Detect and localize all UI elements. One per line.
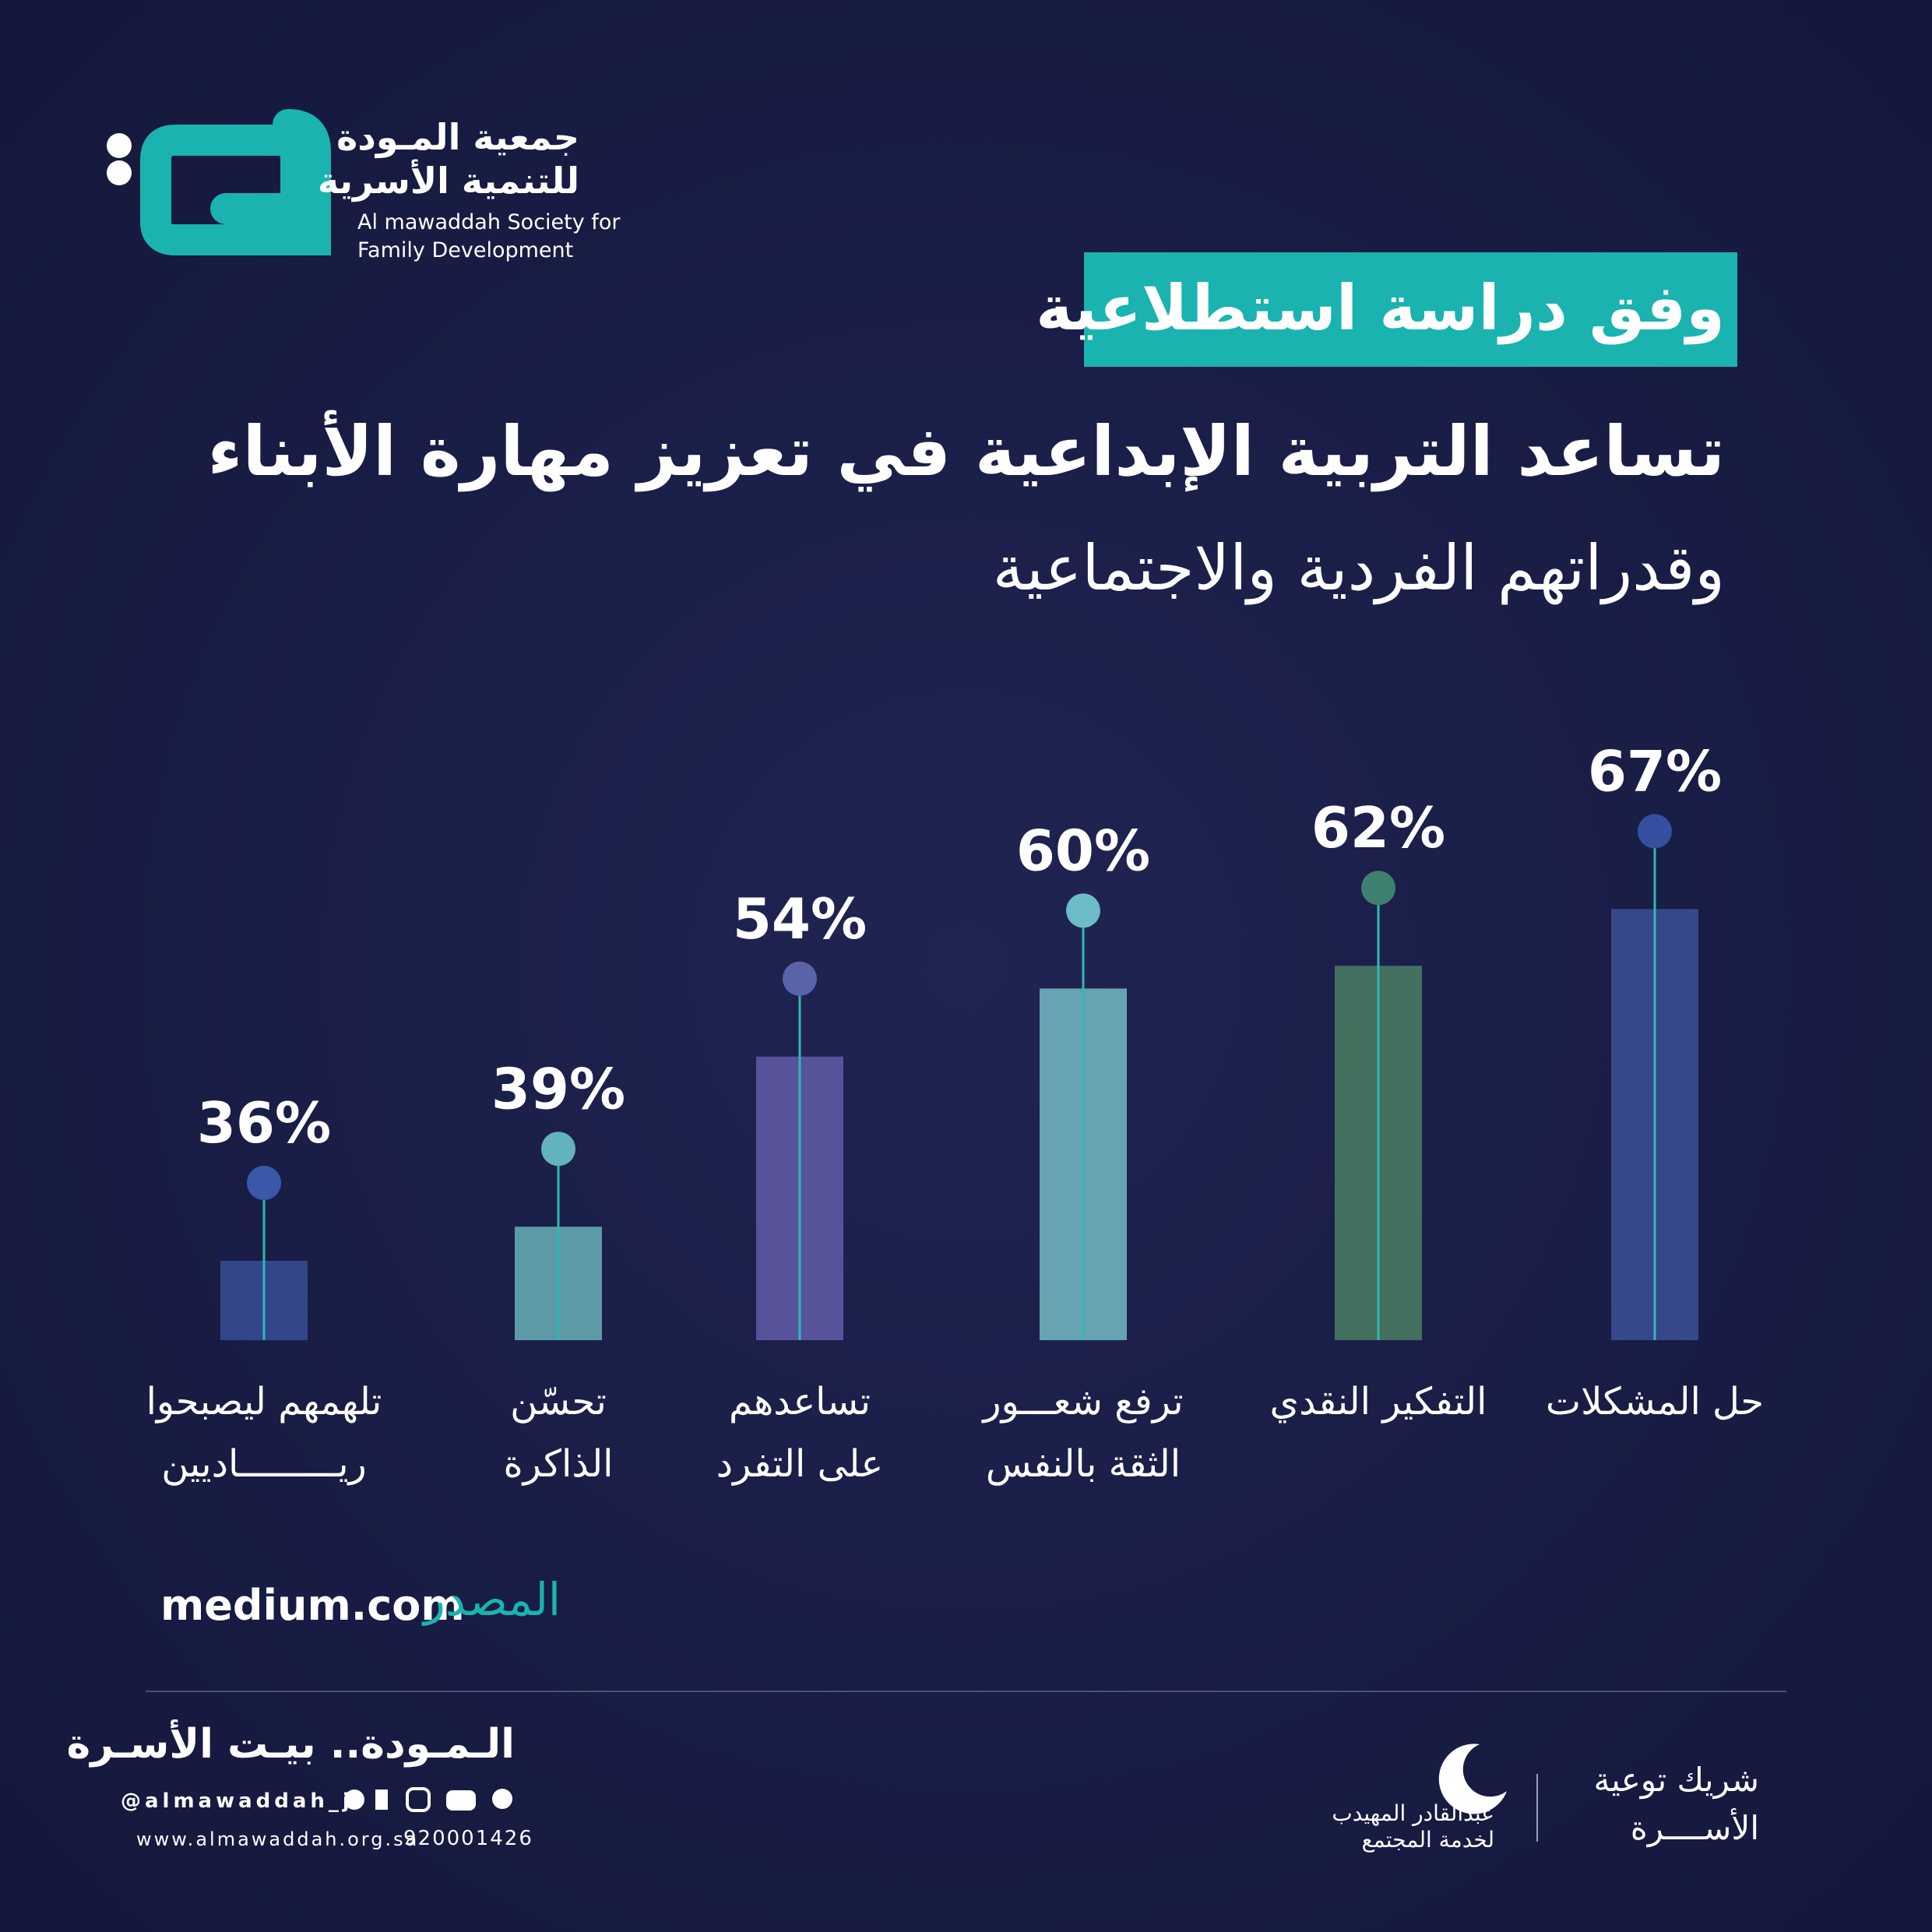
partner-logo bbox=[1438, 1744, 1507, 1814]
phone: 920001426 bbox=[403, 1827, 533, 1850]
category-label: تلهمهم ليصبحوا ريـــــــــاديين bbox=[146, 1380, 382, 1486]
source-label: المصدر bbox=[423, 1573, 561, 1626]
dot bbox=[783, 961, 817, 996]
category-label: ترفع شعـــور الثقة بالنفس bbox=[983, 1380, 1184, 1486]
chart-title: تساعد التربية الإبداعية في تعزيز مهارة ا… bbox=[207, 411, 1725, 491]
logo-dot bbox=[107, 133, 132, 158]
dot bbox=[1638, 814, 1672, 849]
category-label: حل المشكلات bbox=[1545, 1380, 1765, 1423]
badge bbox=[1084, 252, 1737, 367]
org-name-ar: جمعية المـودة للتنمية الأسرية bbox=[317, 116, 579, 202]
dot bbox=[1066, 893, 1100, 928]
source-name: medium.com bbox=[160, 1581, 465, 1630]
value-label: 67% bbox=[1588, 738, 1722, 804]
partner-title: شريك توعية الأســــرة bbox=[1593, 1761, 1759, 1847]
slogan: الـمـودة.. بيـت الأسـرة bbox=[66, 1721, 515, 1768]
value-label: 60% bbox=[1016, 818, 1150, 883]
website: www.almawaddah.org.sa bbox=[136, 1828, 420, 1850]
dot bbox=[247, 1166, 281, 1201]
org-name-en: Al mawaddah Society for Family Developme… bbox=[357, 210, 621, 262]
value-label: 62% bbox=[1311, 795, 1445, 860]
category-label: تساعدهم على التفرد bbox=[716, 1380, 884, 1486]
category-label: تحسّن الذاكرة bbox=[503, 1380, 614, 1486]
value-label: 36% bbox=[197, 1090, 331, 1156]
category-label: التفكير النقدي bbox=[1269, 1380, 1487, 1423]
social-icons bbox=[344, 1787, 512, 1812]
logo-dot bbox=[107, 160, 132, 185]
chart-subtitle: وقدراتهم الفردية والاجتماعية bbox=[992, 532, 1725, 604]
value-label: 39% bbox=[491, 1056, 625, 1121]
logo-mark bbox=[140, 109, 331, 255]
partner-name: عبدالقادر المهيدب لخدمة المجتمع bbox=[1332, 1800, 1494, 1853]
dot bbox=[541, 1131, 575, 1167]
badge-text: وفق دراسة استطلاعية bbox=[1036, 272, 1725, 344]
handle: @almawaddah_j bbox=[121, 1789, 354, 1813]
dot bbox=[1361, 871, 1395, 906]
value-label: 54% bbox=[733, 886, 867, 952]
